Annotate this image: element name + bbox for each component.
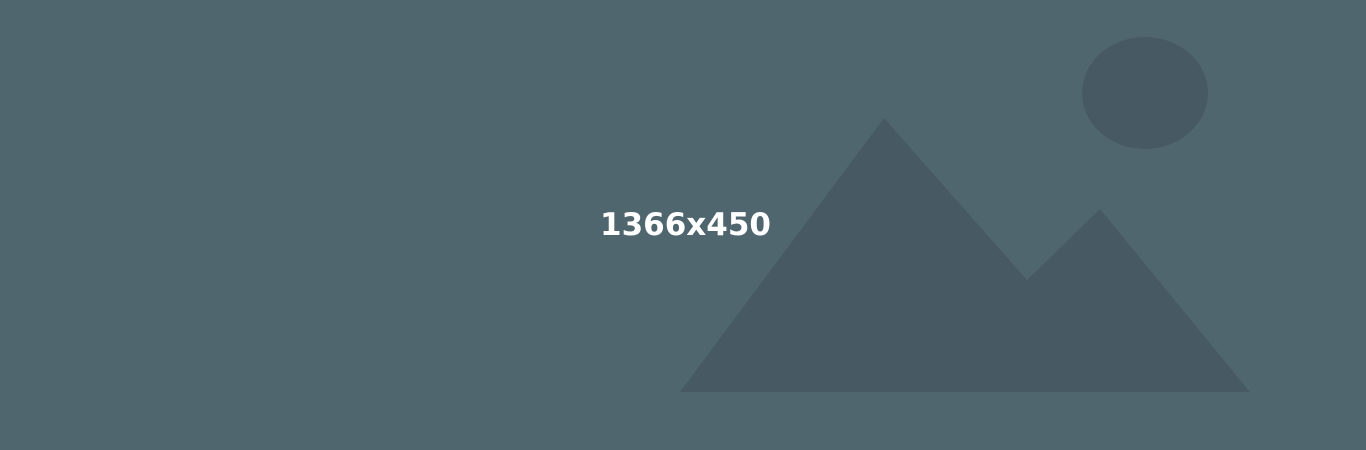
sun-circle <box>1082 37 1208 149</box>
mountain-large <box>680 118 1027 392</box>
dimensions-label: 1366x450 <box>600 207 771 243</box>
mountain-small <box>1000 209 1250 392</box>
